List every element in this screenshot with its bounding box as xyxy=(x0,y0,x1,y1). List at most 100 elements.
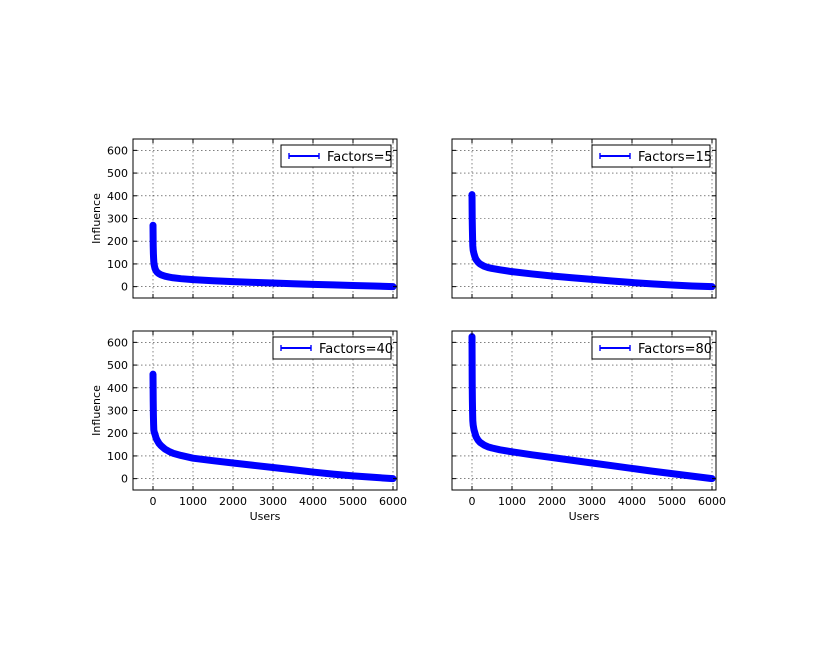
data-point xyxy=(489,444,495,451)
data-point xyxy=(162,273,168,280)
data-point xyxy=(469,191,475,198)
x-tick-label: 3000 xyxy=(578,495,606,508)
data-point xyxy=(509,448,515,455)
x-axis-label: Users xyxy=(250,510,281,523)
data-point xyxy=(270,280,276,287)
data-point xyxy=(166,448,172,455)
data-point xyxy=(669,470,675,477)
data-point xyxy=(470,422,477,429)
data-point xyxy=(230,459,236,466)
y-axis-label: Influence xyxy=(90,385,103,436)
y-axis-label: Influence xyxy=(90,193,103,244)
data-point xyxy=(150,421,157,428)
data-point xyxy=(481,442,487,449)
data-point xyxy=(178,452,184,459)
data-point xyxy=(649,468,655,475)
data-point xyxy=(210,277,216,284)
subplot-1: 0 100 200 300 400 500 600 Influence Factors=5 xyxy=(90,138,398,299)
data-point xyxy=(470,247,477,254)
data-point xyxy=(629,279,635,286)
data-point xyxy=(472,430,478,437)
data-point xyxy=(471,250,477,257)
data-point xyxy=(609,277,615,284)
legend: Factors=40 xyxy=(272,336,393,360)
legend-label: Factors=5 xyxy=(327,150,393,165)
y-tick-label: 600 xyxy=(107,336,128,349)
y-tick-label: 600 xyxy=(107,144,128,157)
data-point xyxy=(469,235,476,242)
data-point xyxy=(150,222,156,229)
data-point xyxy=(469,226,476,233)
legend-label: Factors=80 xyxy=(638,342,712,357)
data-point xyxy=(549,454,555,461)
x-tick-label: 0 xyxy=(150,495,157,508)
subplot-2: Factors=15 xyxy=(451,138,717,299)
x-tick-label: 1000 xyxy=(179,495,207,508)
data-point xyxy=(529,451,535,458)
legend-label: Factors=15 xyxy=(638,150,712,165)
data-point xyxy=(549,272,555,279)
data-point xyxy=(290,280,296,287)
data-point xyxy=(150,412,157,419)
data-point xyxy=(151,262,158,269)
data-point xyxy=(190,455,196,462)
data-point xyxy=(649,280,655,287)
data-point xyxy=(150,397,157,404)
y-tick-label: 100 xyxy=(107,450,128,463)
data-point xyxy=(190,276,196,283)
data-point xyxy=(469,380,476,387)
data-point xyxy=(529,270,535,277)
data-point xyxy=(569,274,575,281)
legend-box xyxy=(591,336,711,360)
data-point xyxy=(250,462,256,469)
x-tick-label: 0 xyxy=(469,495,476,508)
data-point xyxy=(689,282,695,289)
legend-box xyxy=(280,144,392,168)
legend-box xyxy=(591,144,711,168)
y-tick-label: 100 xyxy=(107,258,128,271)
data-point xyxy=(469,398,476,405)
data-point xyxy=(350,282,356,289)
data-point xyxy=(469,215,476,222)
data-point xyxy=(170,274,176,281)
data-point xyxy=(154,437,160,444)
y-tick-label: 200 xyxy=(107,235,128,248)
legend: Factors=80 xyxy=(591,336,712,360)
data-point xyxy=(489,265,495,272)
data-point xyxy=(477,439,483,446)
legend-box xyxy=(272,336,392,360)
data-point xyxy=(609,462,615,469)
data-point xyxy=(370,282,376,289)
data-point xyxy=(310,469,316,476)
x-axis-label: Users xyxy=(569,510,600,523)
x-tick-label: 4000 xyxy=(299,495,327,508)
y-tick-label: 500 xyxy=(107,167,128,180)
subplot-4: 0 1000 2000 3000 4000 5000 6000 Users Factors=80 xyxy=(451,330,726,523)
data-point xyxy=(477,260,483,267)
data-point xyxy=(158,271,164,278)
data-point xyxy=(589,459,595,466)
series-band xyxy=(149,370,397,483)
y-tick-label: 0 xyxy=(121,281,128,294)
data-point xyxy=(629,465,635,472)
data-point xyxy=(481,263,487,270)
y-tick-label: 500 xyxy=(107,359,128,372)
data-point xyxy=(689,473,695,480)
data-point xyxy=(150,371,156,378)
subplot-3: 0 1000 2000 3000 4000 5000 6000 0 100 200 300 400 50… xyxy=(90,330,407,523)
data-point xyxy=(158,442,164,449)
y-tick-label: 400 xyxy=(107,190,128,203)
data-point xyxy=(589,276,595,283)
data-point xyxy=(497,266,503,273)
x-tick-label: 6000 xyxy=(698,495,726,508)
data-point xyxy=(569,457,575,464)
data-point xyxy=(162,446,168,453)
data-point xyxy=(210,457,216,464)
legend: Factors=15 xyxy=(591,144,712,168)
y-tick-label: 300 xyxy=(107,213,128,226)
data-point xyxy=(485,264,491,271)
data-point xyxy=(509,268,515,275)
x-tick-label: 2000 xyxy=(219,495,247,508)
